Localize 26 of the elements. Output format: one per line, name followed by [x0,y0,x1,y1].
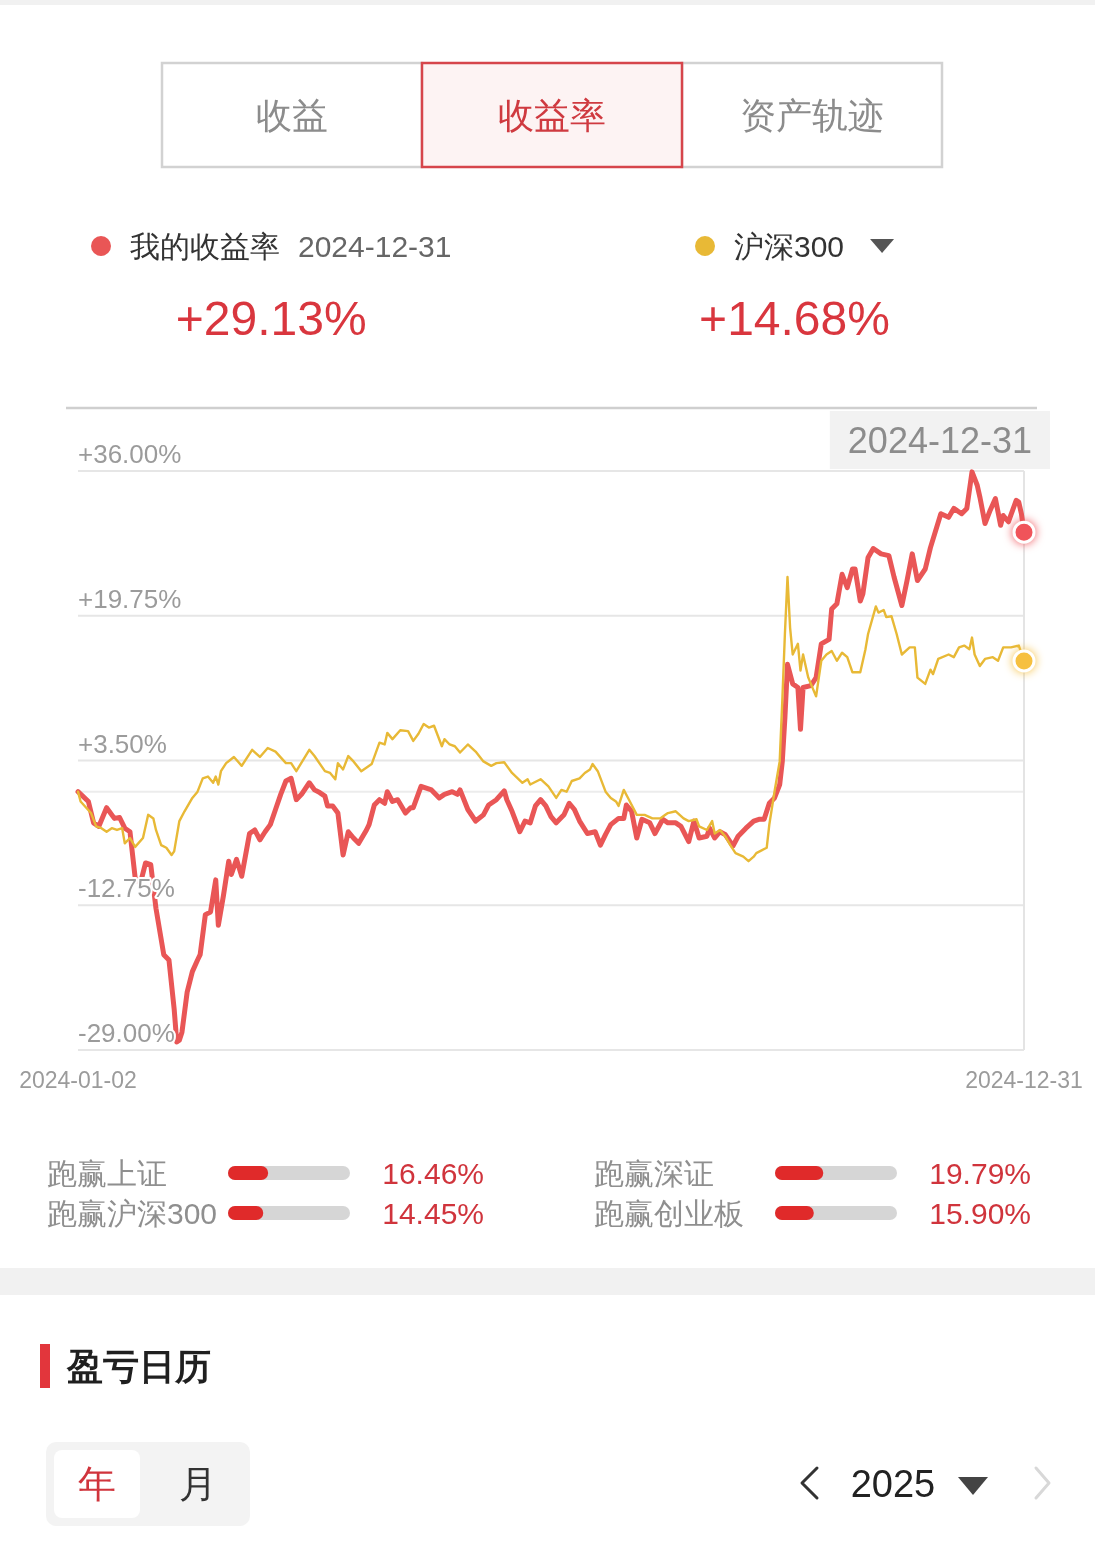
text: 2024-12-31 [298,229,452,263]
data-label: 15.90% [929,1196,1031,1230]
y-tick-label: 跑赢沪深300 [47,1196,218,1230]
ref-line-label: 2024-12-31 [847,419,1032,461]
tab: 收益率 [420,61,684,169]
y-tick-label: -29.00% [78,1018,175,1048]
legend-label: 我的收益率 [130,229,280,263]
y-tick-label: +36.00% [78,439,182,469]
y-tick-label: +3.50% [78,728,167,759]
data-label: 16.46% [382,1156,484,1190]
text: 年 [78,1463,116,1505]
y-tick-label: +19.75% [78,583,182,614]
data-label: 19.79% [929,1156,1031,1190]
text: +14.68% [699,291,890,345]
x-tick-label: 2024-01-02 [19,1067,137,1093]
text: +29.13% [175,291,367,345]
y-tick-label: 跑赢深证 [594,1156,714,1190]
tab: 资产轨迹 [680,61,944,169]
legend-label: 沪深300 [734,229,845,263]
y-tick-label: 跑赢上证 [47,1156,167,1190]
text: 盈亏日历 [66,1345,211,1387]
tab: 收益 [160,61,424,169]
text: 月 [179,1463,217,1505]
data-label: 14.45% [382,1196,484,1230]
y-tick-label: 跑赢创业板 [594,1196,744,1230]
text: 2025 [850,1463,936,1505]
